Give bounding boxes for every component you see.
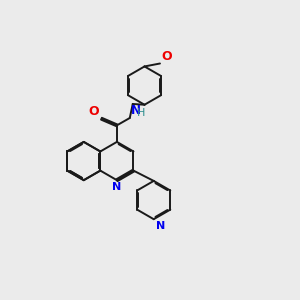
Text: O: O (88, 105, 99, 118)
Text: O: O (161, 50, 172, 63)
Text: N: N (130, 104, 140, 117)
Text: N: N (156, 221, 165, 231)
Text: N: N (112, 182, 122, 192)
Text: H: H (136, 108, 145, 118)
